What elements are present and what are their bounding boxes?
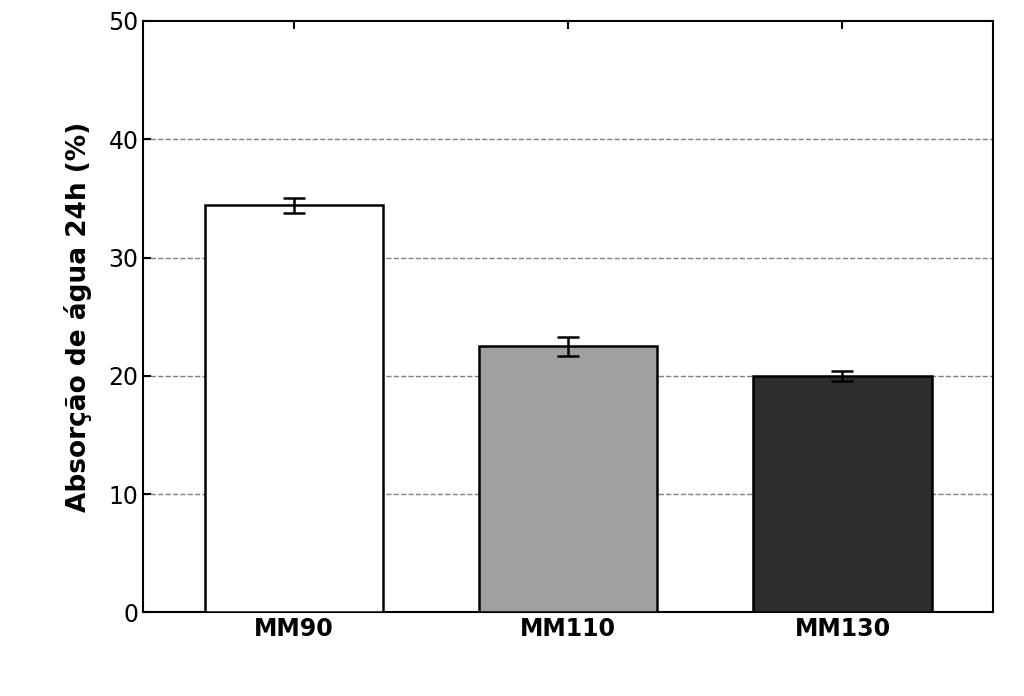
Bar	[479, 346, 657, 612]
Bar	[205, 205, 383, 612]
Bar	[754, 376, 932, 612]
Y-axis label: Absorção de água 24h (%): Absorção de água 24h (%)	[63, 122, 91, 512]
